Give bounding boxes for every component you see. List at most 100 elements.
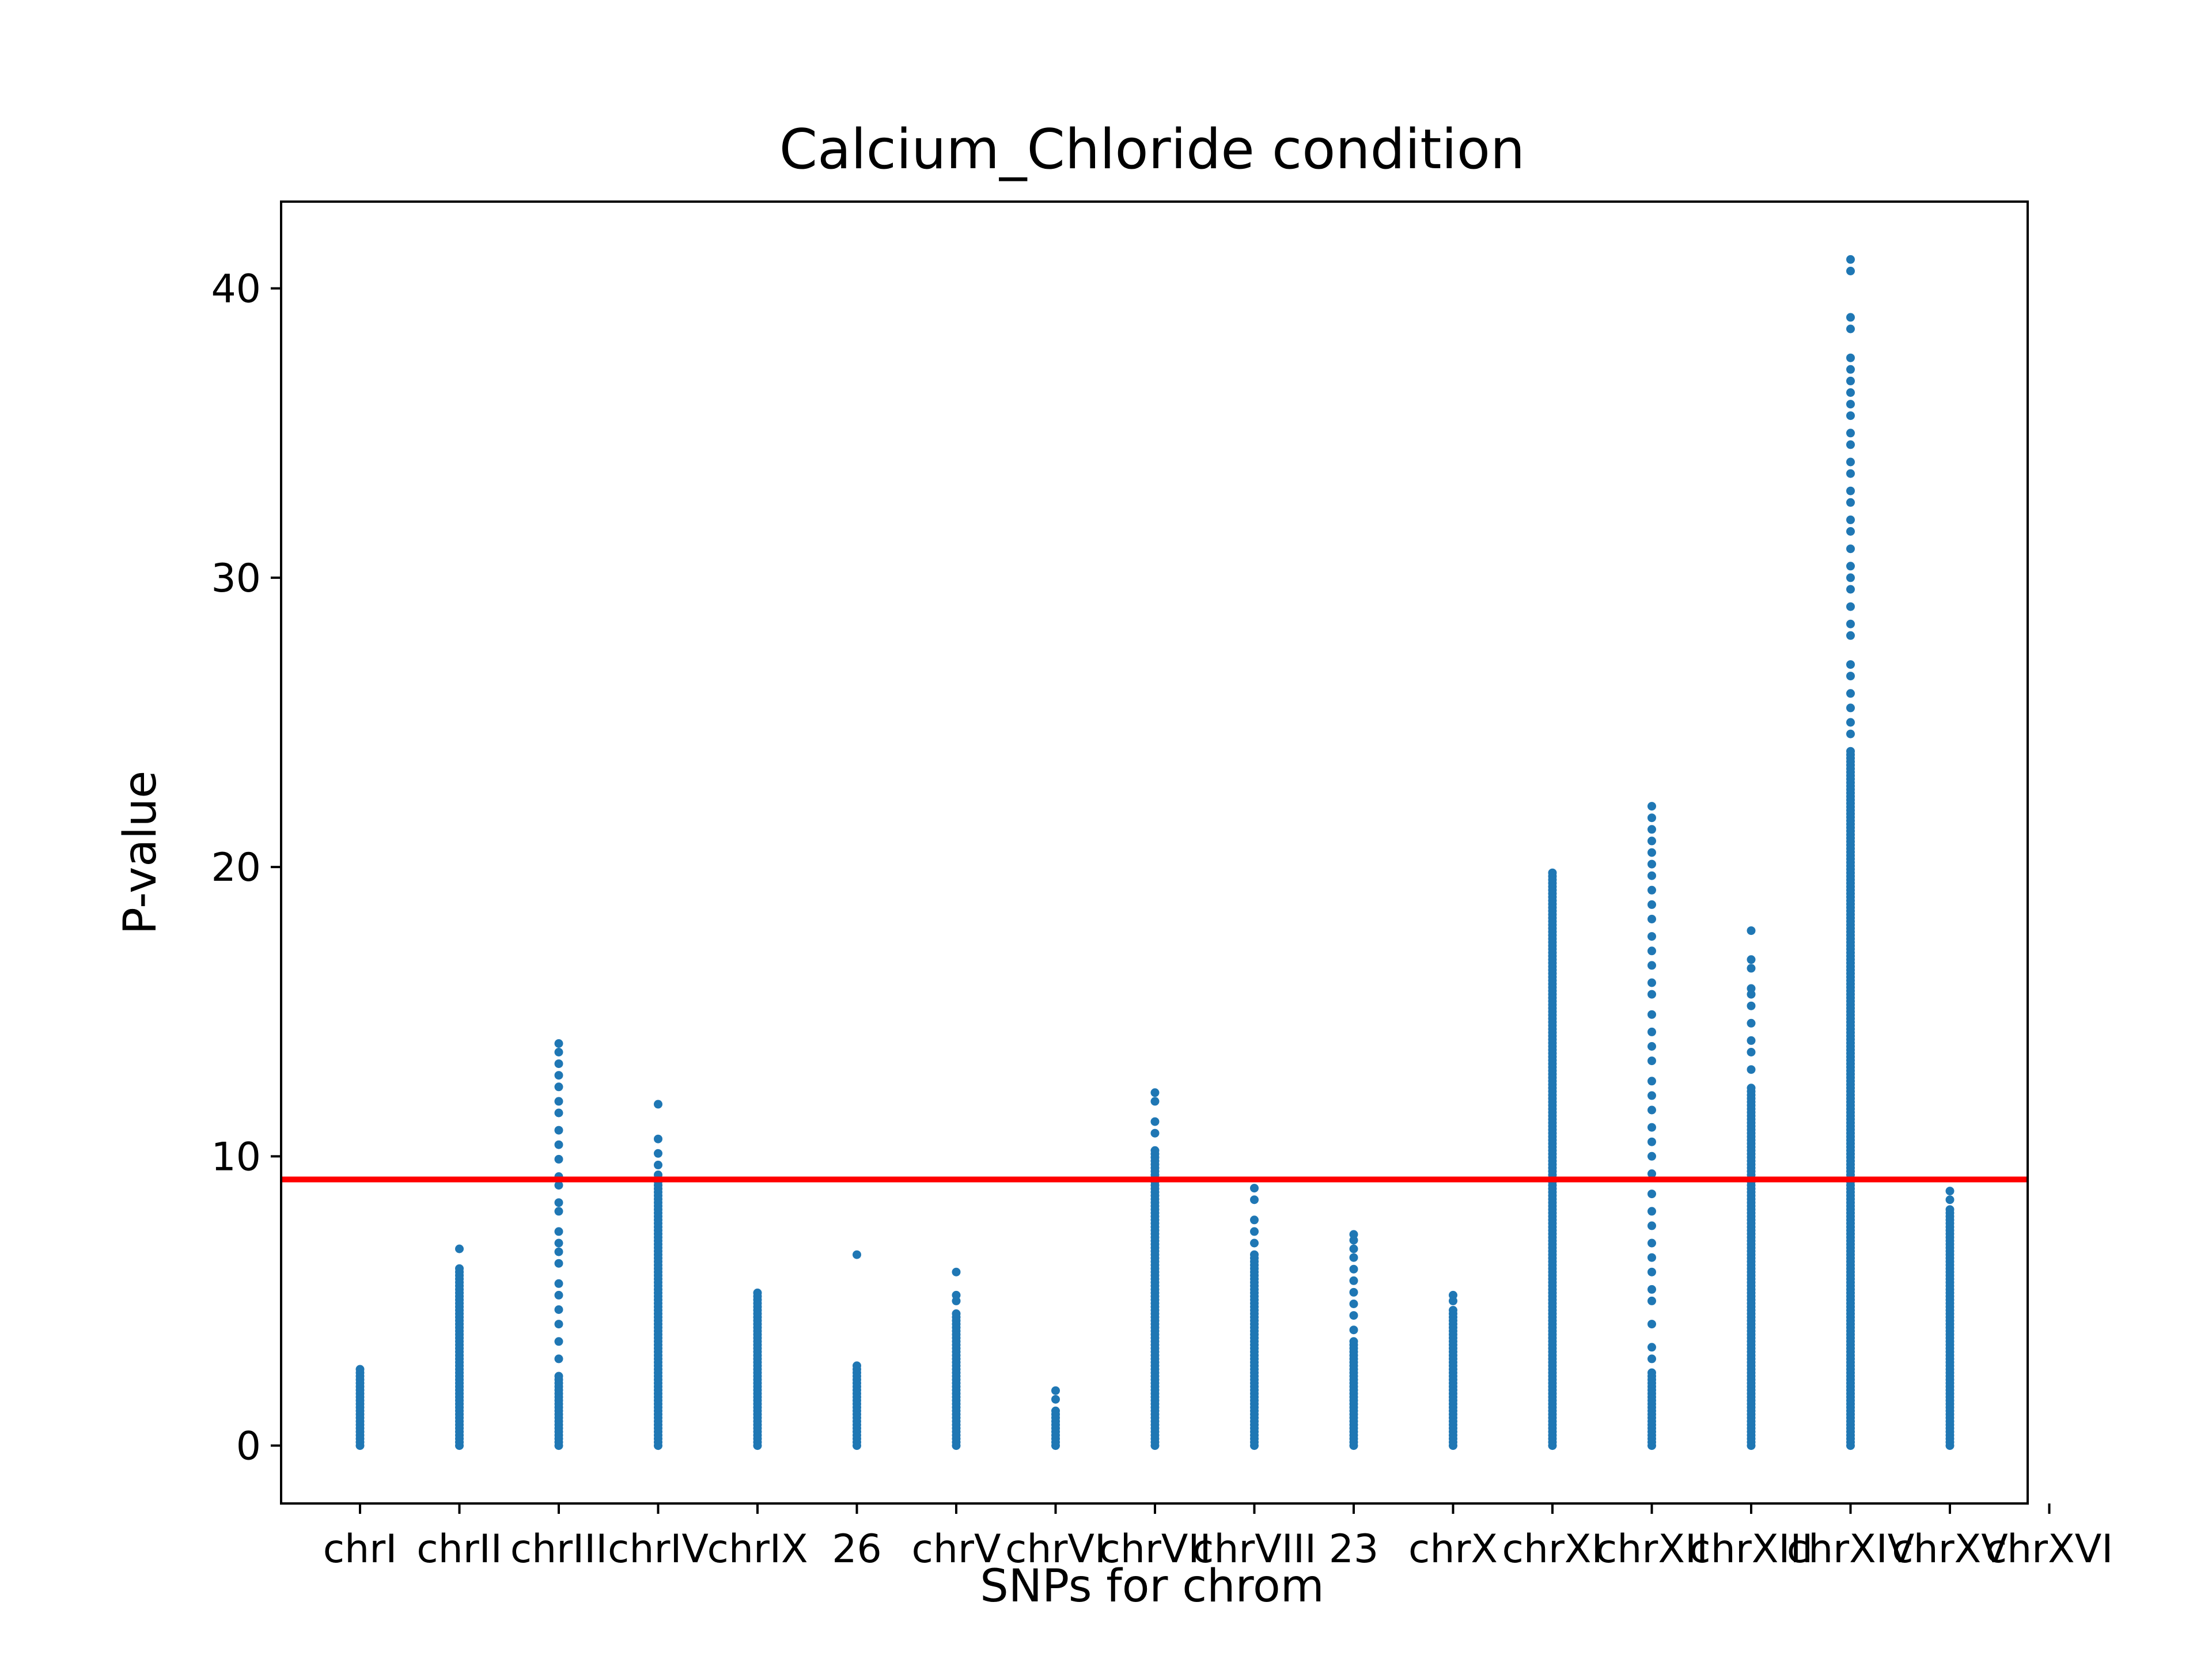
chart-title: Calcium_Chloride condition	[779, 118, 1525, 181]
data-point	[952, 1309, 961, 1318]
data-point	[554, 1337, 563, 1346]
data-point	[554, 1320, 563, 1329]
data-point	[1945, 1187, 1955, 1196]
data-point	[1250, 1195, 1259, 1205]
data-point	[455, 1244, 464, 1253]
data-point	[1647, 990, 1656, 999]
data-point	[1846, 267, 1855, 275]
data-point	[654, 1149, 662, 1158]
data-point	[554, 1082, 563, 1092]
data-point	[554, 1140, 563, 1149]
data-point	[1647, 1368, 1656, 1377]
data-point	[1647, 1152, 1656, 1161]
data-point	[1647, 871, 1656, 880]
data-point	[1846, 562, 1855, 571]
data-point	[1449, 1290, 1457, 1300]
data-point	[1846, 324, 1855, 334]
data-point	[1647, 1056, 1656, 1066]
x-tick-label: chrVII	[1099, 1527, 1211, 1572]
data-point	[1449, 1306, 1457, 1315]
data-point	[1150, 1117, 1160, 1126]
data-point	[1349, 1300, 1358, 1308]
data-point	[1747, 926, 1756, 935]
data-point	[1647, 1042, 1656, 1051]
x-tick-label: 26	[832, 1527, 882, 1572]
data-point	[1250, 1227, 1259, 1236]
data-point	[1846, 689, 1855, 698]
y-tick-label: 40	[211, 267, 261, 312]
data-point	[1647, 961, 1656, 970]
data-point	[554, 1198, 563, 1207]
data-point	[1747, 1084, 1756, 1093]
data-point	[1150, 1088, 1160, 1097]
data-point	[1846, 573, 1855, 582]
data-point	[1747, 984, 1756, 993]
data-point	[1846, 718, 1855, 727]
y-tick-label: 30	[211, 556, 261, 601]
data-point	[1846, 457, 1855, 467]
data-point	[1349, 1264, 1358, 1274]
data-point	[1846, 527, 1855, 536]
data-point	[1647, 859, 1656, 869]
data-point	[1647, 1320, 1656, 1329]
data-point	[1349, 1287, 1358, 1297]
data-point	[1945, 1205, 1955, 1214]
data-point	[1647, 885, 1656, 895]
data-point	[554, 1126, 563, 1135]
data-point	[1647, 1077, 1656, 1086]
data-point	[1150, 1146, 1160, 1155]
series-chrXII	[1647, 802, 1656, 1450]
data-point	[1647, 1296, 1656, 1305]
data-point	[554, 1039, 563, 1048]
data-point	[1647, 1105, 1656, 1115]
data-point	[1846, 602, 1855, 611]
data-point	[554, 1181, 563, 1190]
x-tick-label: chrVI	[1005, 1527, 1106, 1572]
x-tick-label: chrI	[323, 1527, 397, 1572]
data-point	[1846, 376, 1855, 385]
data-point	[1846, 400, 1855, 409]
data-point	[1846, 411, 1855, 421]
data-point	[1051, 1395, 1060, 1404]
data-point	[1349, 1244, 1358, 1253]
data-point	[1647, 802, 1656, 811]
data-point	[1548, 868, 1557, 877]
data-point	[554, 1279, 563, 1288]
data-point	[554, 1108, 563, 1118]
data-point	[1747, 1001, 1756, 1010]
data-point	[1846, 515, 1855, 524]
data-point	[1349, 1325, 1358, 1335]
data-point	[1250, 1250, 1259, 1259]
data-point	[1846, 469, 1855, 478]
data-point	[1846, 619, 1855, 628]
data-point	[1747, 964, 1756, 973]
data-point	[1647, 1123, 1656, 1132]
data-point	[1647, 1343, 1656, 1352]
series-chrI	[355, 1365, 365, 1450]
data-point	[1846, 486, 1855, 495]
data-point	[1846, 729, 1855, 738]
data-point	[1846, 631, 1855, 640]
data-point	[1647, 836, 1656, 846]
data-point	[1150, 1128, 1160, 1138]
x-tick-label: chrX	[1408, 1527, 1498, 1572]
x-tick-label: chrIII	[510, 1527, 608, 1572]
series-chrXV	[1945, 1187, 1955, 1450]
y-tick-label: 10	[211, 1134, 261, 1180]
series-chrXIV	[1846, 255, 1855, 1450]
series-chrIV	[654, 1100, 662, 1450]
data-point	[1846, 313, 1855, 322]
data-point	[1747, 955, 1756, 964]
x-tick-label: chrXVI	[1986, 1527, 2113, 1572]
data-point	[1846, 703, 1855, 713]
data-point	[1846, 660, 1855, 669]
data-point	[952, 1290, 961, 1300]
y-tick-label: 20	[211, 845, 261, 891]
data-point	[1349, 1230, 1358, 1239]
data-point	[1747, 1018, 1756, 1028]
data-point	[1945, 1195, 1955, 1205]
data-point	[1846, 498, 1855, 507]
data-point	[554, 1259, 563, 1268]
series-chrVI	[1051, 1386, 1060, 1450]
